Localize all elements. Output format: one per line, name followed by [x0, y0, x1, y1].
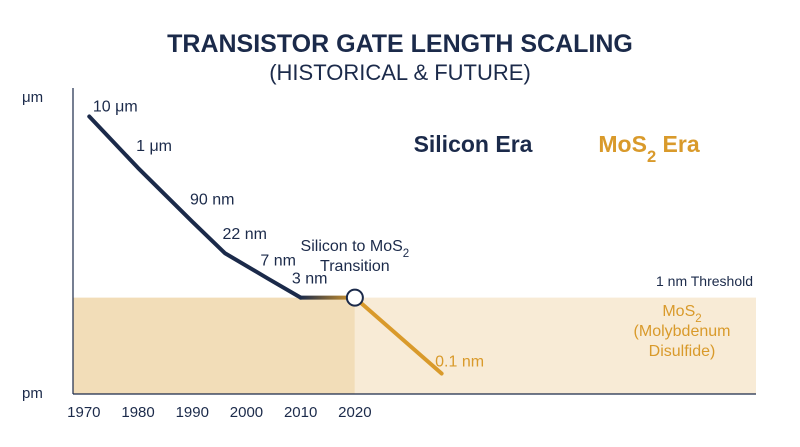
y-axis-label-bottom: pm — [22, 385, 43, 402]
mos2-material-label-line1: MoS2 — [662, 303, 701, 325]
x-tick-label-1: 1980 — [121, 404, 154, 421]
transition-label-line2: Transition — [320, 258, 390, 275]
x-tick-label-4: 2010 — [284, 404, 317, 421]
x-tick-label-0: 1970 — [67, 404, 100, 421]
mos2-region — [354, 297, 756, 394]
series-line-mos2 — [352, 295, 444, 376]
data-label-silicon-3: 22 nm — [223, 226, 267, 243]
mos2-material-label-line2: (Molybdenum — [634, 323, 731, 340]
threshold-band — [73, 297, 355, 394]
mos2-material-label-line3: Disulfide) — [649, 343, 716, 360]
era-label-mos2: MoS2 Era — [598, 131, 699, 166]
transition-marker — [345, 288, 364, 307]
x-tick-label-2: 1990 — [176, 404, 209, 421]
data-label-silicon-4: 7 nm — [260, 253, 296, 270]
data-label-mos2-end: 0.1 nm — [435, 354, 484, 371]
era-label-silicon: Silicon Era — [414, 131, 533, 157]
threshold-label: 1 nm Threshold — [656, 273, 753, 289]
data-label-silicon-5: 3 nm — [292, 271, 328, 288]
data-label-silicon-1: 1 μm — [136, 138, 172, 155]
data-label-silicon-0: 10 μm — [93, 99, 138, 116]
x-tick-label-3: 2000 — [230, 404, 263, 421]
chart-title: TRANSISTOR GATE LENGTH SCALING — [167, 30, 633, 58]
series-line-silicon — [87, 114, 303, 300]
chart-subtitle: (HISTORICAL & FUTURE) — [269, 60, 531, 85]
data-label-silicon-2: 90 nm — [190, 192, 234, 209]
y-axis-label-top: μm — [22, 89, 43, 106]
transition-label-line1: Silicon to MoS2 — [301, 238, 410, 260]
x-tick-label-5: 2020 — [338, 404, 371, 421]
